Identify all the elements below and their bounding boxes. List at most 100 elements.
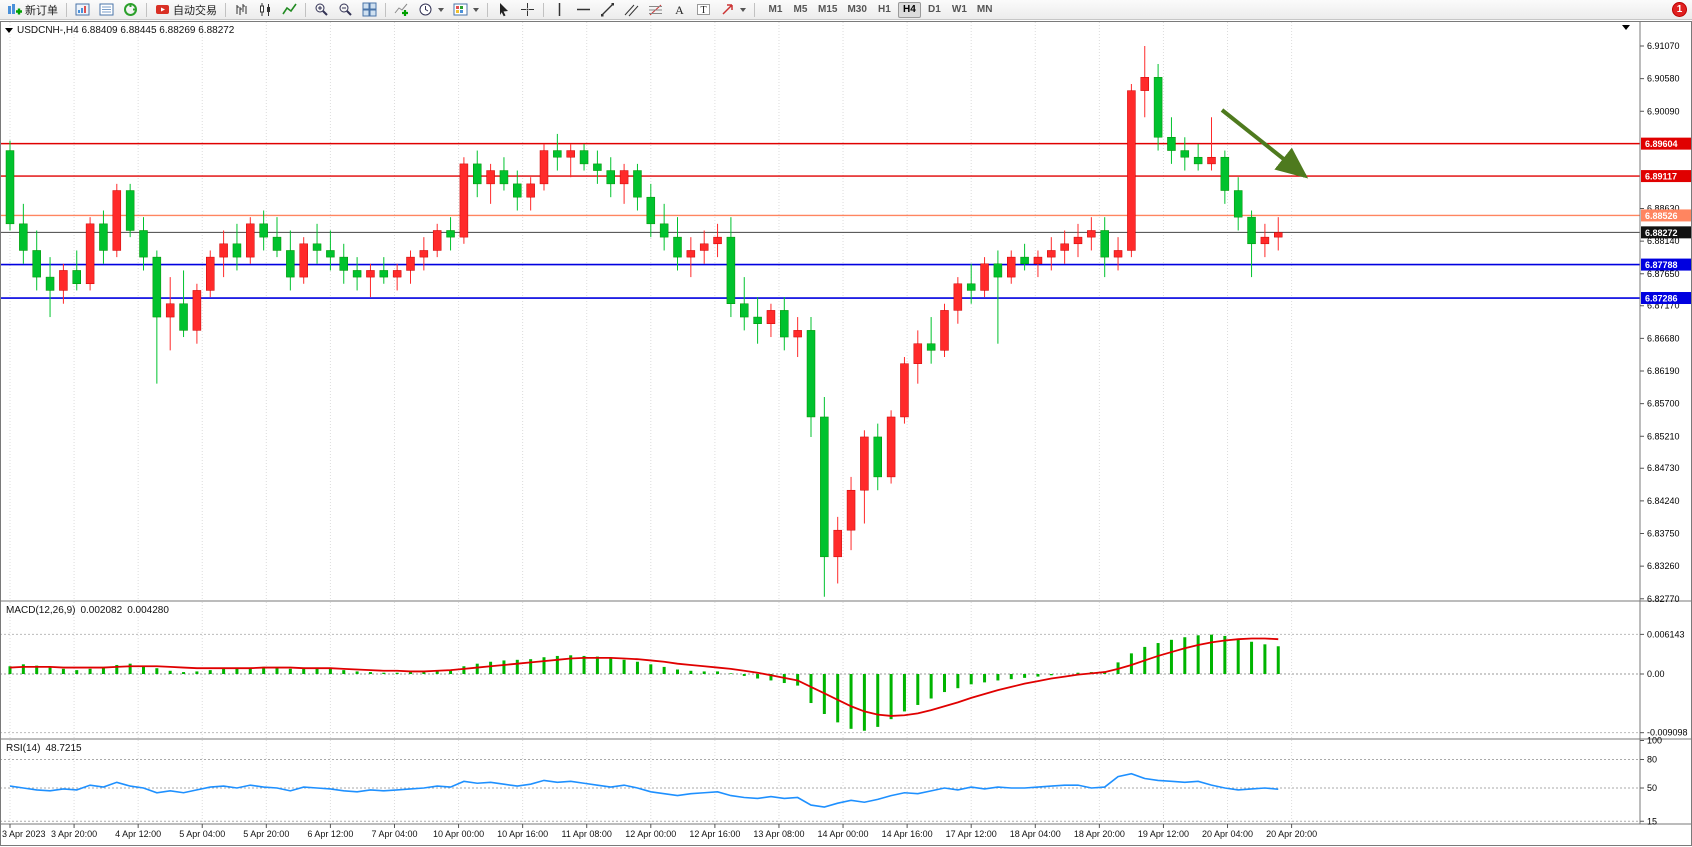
new-order-icon [8, 4, 22, 15]
time-tick-label: 4 Apr 12:00 [115, 829, 161, 839]
navigator-icon [124, 3, 137, 16]
navigator-button[interactable] [119, 1, 142, 19]
rsi-line [9, 772, 1279, 808]
time-tick-label: 14 Apr 00:00 [818, 829, 869, 839]
autotrading-label: 自动交易 [173, 4, 217, 17]
rsi-value: 48.7215 [45, 743, 82, 754]
time-tick-label: 10 Apr 00:00 [433, 829, 484, 839]
time-tick-label: 11 Apr 08:00 [562, 829, 612, 839]
timeframe-button-d1[interactable]: D1 [923, 2, 946, 18]
price-tick-label: 6.86190 [1647, 366, 1680, 376]
timeframe-button-m30[interactable]: M30 [843, 2, 870, 18]
indicators-icon [394, 3, 408, 16]
horizontal-line-button[interactable] [572, 1, 595, 19]
zoom-out-icon [339, 3, 352, 16]
data-window-button[interactable] [95, 1, 118, 19]
rsi-panel [0, 759, 1640, 822]
trendline-button[interactable] [596, 1, 619, 19]
text-icon: A [675, 3, 684, 17]
timeframe-button-mn[interactable]: MN [973, 2, 997, 18]
periods-button[interactable] [414, 1, 448, 19]
horizontal-line-objects[interactable] [0, 142, 1640, 299]
zoom-in-button[interactable] [310, 1, 333, 19]
svg-text:0.006143: 0.006143 [1647, 629, 1685, 639]
zoom-out-button[interactable] [334, 1, 357, 19]
chart-title-collapse-icon[interactable] [5, 28, 13, 33]
time-tick-label: 13 Apr 08:00 [753, 829, 804, 839]
time-tick-label: 7 Apr 04:00 [371, 829, 417, 839]
time-tick-label: 17 Apr 12:00 [946, 829, 997, 839]
time-tick-label: 19 Apr 12:00 [1138, 829, 1189, 839]
line-chart-icon [282, 3, 297, 15]
svg-text:T: T [700, 5, 706, 16]
rsi-indicator-label: RSI(14) 48.7215 [6, 743, 82, 754]
price-tick-label: 6.85210 [1647, 431, 1680, 441]
tile-windows-button[interactable] [358, 1, 381, 19]
candlestick-series [5, 46, 1283, 597]
candlestick-chart-icon [260, 3, 270, 16]
toolbar-separator [225, 2, 226, 17]
time-tick-label: 14 Apr 16:00 [882, 829, 933, 839]
toolbar-separator [146, 2, 147, 17]
svg-text:-0.009098: -0.009098 [1647, 728, 1688, 738]
chevron-down-icon [740, 7, 746, 12]
cursor-button[interactable] [492, 1, 515, 19]
svg-text:80: 80 [1647, 755, 1657, 765]
price-tick-label: 6.82770 [1647, 594, 1680, 604]
timeframe-button-w1[interactable]: W1 [948, 2, 971, 18]
chart-bars-button[interactable] [230, 1, 253, 19]
grid-lines [9, 22, 1293, 824]
chart-area[interactable]: 6.91070 6.90580 6.90090 6.88630 6.88140 6.876… [0, 20, 1692, 847]
horizontal-line-icon [577, 8, 590, 11]
bar-chart-icon [236, 4, 247, 15]
svg-text:50: 50 [1647, 783, 1657, 793]
arrows-button[interactable] [716, 1, 750, 19]
rsi-name: RSI(14) [6, 743, 41, 754]
arrow-object-icon [722, 4, 733, 15]
price-tag-6.87788: 6.87788 [1641, 258, 1691, 271]
rsi-axis: 100 80 50 15 [1640, 736, 1662, 826]
price-tick-label: 6.90090 [1647, 106, 1680, 116]
market-watch-button[interactable] [71, 1, 94, 19]
zoom-in-icon [315, 3, 328, 16]
trend-arrow-annotation[interactable] [1220, 108, 1309, 179]
autotrading-button[interactable]: 自动交易 [151, 1, 221, 19]
fibonacci-button[interactable] [644, 1, 667, 19]
timeframe-button-m5[interactable]: M5 [789, 2, 812, 18]
timeframe-toolbar: M1 M5 M15 M30 H1 H4 D1 W1 MN [763, 1, 997, 18]
indicators-button[interactable] [390, 1, 413, 19]
time-tick-label: 5 Apr 04:00 [179, 829, 225, 839]
price-tag-6.88272: 6.88272 [1641, 226, 1691, 239]
chart-background[interactable] [0, 20, 1692, 847]
time-tick-label: 12 Apr 00:00 [625, 829, 676, 839]
crosshair-button[interactable] [516, 1, 539, 19]
macd-indicator-label: MACD(12,26,9) 0.002082 0.004280 [6, 605, 169, 616]
templates-button[interactable] [449, 1, 483, 19]
timeframe-button-m1[interactable]: M1 [764, 2, 787, 18]
text-label-button[interactable]: T [692, 1, 715, 19]
time-tick-label: 10 Apr 16:00 [497, 829, 548, 839]
chart-candles-button[interactable] [254, 1, 277, 19]
clock-icon [419, 3, 432, 16]
text-button[interactable]: A [668, 1, 691, 19]
chart-title-text: USDCNH-,H4 6.88409 6.88445 6.88269 6.882… [17, 25, 235, 36]
crosshair-icon [521, 3, 534, 16]
chart-line-button[interactable] [278, 1, 301, 19]
price-tick-label: 6.87170 [1647, 301, 1680, 311]
chart-menu-icon[interactable] [1622, 25, 1630, 30]
timeframe-button-h4[interactable]: H4 [897, 1, 921, 18]
notification-badge[interactable]: 1 [1672, 2, 1687, 17]
channel-icon [624, 4, 639, 17]
price-tick-label: 6.83260 [1647, 561, 1680, 571]
data-window-icon [99, 3, 114, 16]
new-order-button[interactable]: 新订单 [3, 1, 62, 19]
svg-text:A: A [675, 3, 684, 17]
price-tick-label: 6.91070 [1647, 41, 1680, 51]
time-tick-label: 20 Apr 04:00 [1202, 829, 1253, 839]
price-axis[interactable]: 6.91070 6.90580 6.90090 6.88630 6.88140 6.876… [1640, 41, 1691, 604]
timeframe-button-m15[interactable]: M15 [814, 2, 841, 18]
channel-button[interactable] [620, 1, 643, 19]
timeframe-button-h1[interactable]: H1 [873, 2, 896, 18]
vertical-line-button[interactable] [548, 1, 571, 19]
time-axis[interactable]: 3 Apr 2023 3 Apr 20:00 4 Apr 12:00 5 Apr 04… [2, 824, 1317, 839]
